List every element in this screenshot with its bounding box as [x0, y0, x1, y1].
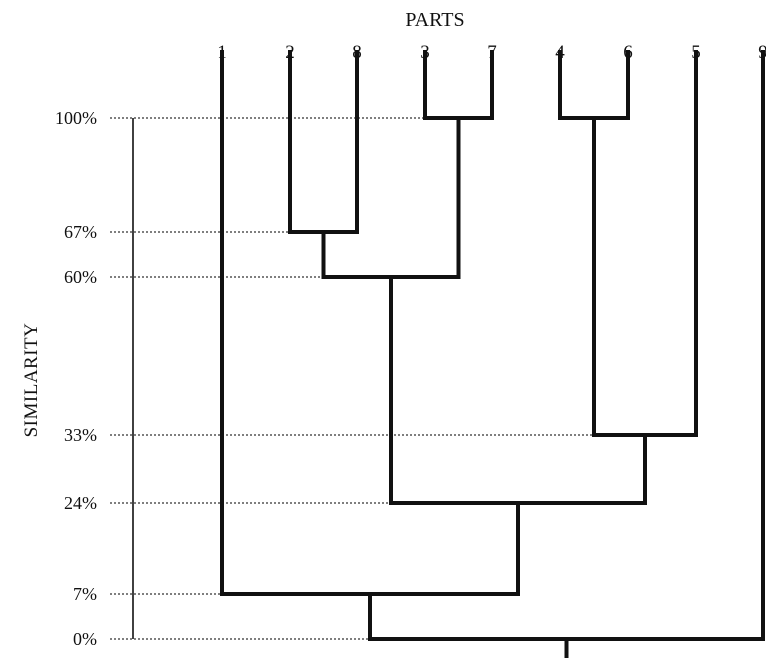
similarity-tick-label: 60% [64, 267, 97, 287]
merge-bracket-h [368, 50, 765, 641]
merge-bracket-c [288, 50, 359, 234]
merge-bracket-f [389, 275, 647, 505]
merge-bracket-g [220, 50, 520, 596]
dendrogram-branches [220, 50, 765, 658]
similarity-guides [110, 117, 594, 640]
similarity-tick-label: 67% [64, 222, 97, 242]
similarity-tick-labels: 100% 67% 60% 33% 24% 7% 0% [55, 108, 97, 649]
similarity-tick-label: 33% [64, 425, 97, 445]
merge-bracket-a [423, 50, 494, 120]
similarity-tick-label: 7% [73, 584, 97, 604]
diagram-title: PARTS [405, 9, 464, 31]
merge-bracket-e [592, 50, 698, 437]
merge-bracket-b [558, 50, 630, 120]
similarity-tick-label: 100% [55, 108, 97, 128]
similarity-tick-label: 24% [64, 493, 97, 513]
y-axis-title: SIMILARITY [21, 323, 42, 438]
merge-bracket-d [321, 116, 461, 279]
similarity-tick-label: 0% [73, 629, 97, 649]
